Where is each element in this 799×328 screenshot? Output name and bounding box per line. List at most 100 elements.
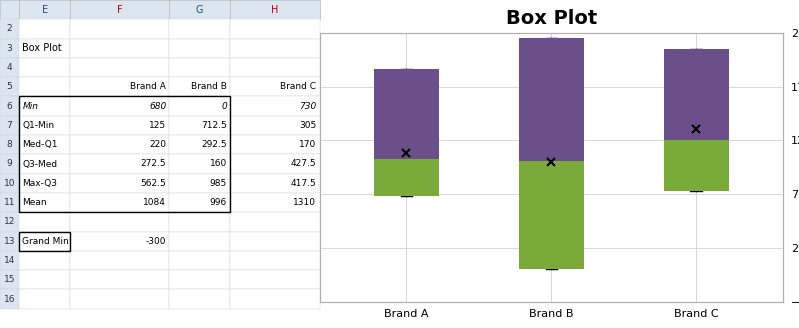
Bar (0, 174, 19, 193)
Text: F: F (117, 5, 123, 15)
Bar (663, 49, 729, 94)
Bar (0, 193, 19, 212)
Bar (230, 154, 320, 174)
Text: 15: 15 (4, 275, 15, 284)
Bar (169, 96, 230, 116)
Bar (0, 0, 19, 19)
Bar (70, 0, 169, 19)
Bar (230, 135, 320, 154)
Bar (230, 232, 320, 251)
Bar (230, 39, 320, 58)
Bar (70, 232, 169, 251)
Bar (0, 39, 19, 58)
Bar (230, 174, 320, 193)
Text: E: E (42, 5, 48, 15)
Bar (19, 39, 70, 58)
Bar (19, 135, 70, 154)
Bar (70, 212, 169, 232)
Bar (0, 289, 19, 309)
Bar (70, 116, 169, 135)
Text: Min: Min (22, 102, 38, 111)
Text: 12: 12 (4, 217, 15, 226)
Bar (169, 289, 230, 309)
Text: 6: 6 (6, 102, 13, 111)
Bar (0, 96, 19, 116)
Bar (19, 19, 70, 39)
Bar (0, 135, 19, 154)
Text: 680: 680 (149, 102, 166, 111)
Bar (230, 289, 320, 309)
Text: 11: 11 (4, 198, 15, 207)
Bar (230, 116, 320, 135)
Bar (230, 193, 320, 212)
Bar (169, 193, 230, 212)
Bar (19, 193, 70, 212)
Bar (169, 0, 230, 19)
Bar (230, 270, 320, 289)
Text: 170: 170 (299, 140, 316, 149)
Text: 3: 3 (6, 44, 13, 53)
Bar (230, 212, 320, 232)
Bar (19, 289, 70, 309)
Text: Q1-Min: Q1-Min (22, 121, 54, 130)
Bar (519, 144, 584, 161)
Bar (169, 154, 230, 174)
Bar (0, 58, 19, 77)
Bar (0, 77, 19, 96)
Bar (0, 270, 19, 289)
Text: Brand C: Brand C (280, 82, 316, 91)
Text: 7: 7 (6, 121, 13, 130)
Text: Q3-Med: Q3-Med (22, 159, 58, 169)
Bar (19, 77, 70, 96)
Bar (169, 232, 230, 251)
Bar (19, 232, 70, 251)
Text: 417.5: 417.5 (291, 179, 316, 188)
Text: 8: 8 (6, 140, 13, 149)
Text: 712.5: 712.5 (201, 121, 227, 130)
Bar (19, 232, 70, 251)
Bar (230, 0, 320, 19)
Bar (169, 39, 230, 58)
Text: 0: 0 (221, 102, 227, 111)
Bar (19, 212, 70, 232)
Bar (70, 77, 169, 96)
Bar (230, 58, 320, 77)
Bar (70, 251, 169, 270)
Bar (0, 154, 19, 174)
Bar (374, 183, 439, 196)
Text: 1310: 1310 (293, 198, 316, 207)
Bar (169, 270, 230, 289)
Text: 10: 10 (4, 179, 15, 188)
Bar (230, 19, 320, 39)
Bar (169, 58, 230, 77)
Bar (70, 19, 169, 39)
Bar (169, 135, 230, 154)
Bar (374, 130, 439, 159)
Text: 125: 125 (149, 121, 166, 130)
Bar (230, 77, 320, 96)
Bar (230, 251, 320, 270)
Bar (19, 96, 230, 212)
Bar (230, 96, 320, 116)
Bar (0, 116, 19, 135)
Bar (19, 116, 70, 135)
Bar (0, 251, 19, 270)
Text: 2: 2 (6, 25, 13, 33)
Bar (19, 270, 70, 289)
Text: 305: 305 (299, 121, 316, 130)
Bar (519, 193, 584, 270)
Bar (0, 19, 19, 39)
Bar (70, 270, 169, 289)
Bar (374, 159, 439, 183)
Bar (169, 251, 230, 270)
Text: 996: 996 (209, 198, 227, 207)
Text: 160: 160 (209, 159, 227, 169)
Text: 4: 4 (6, 63, 13, 72)
Bar (70, 96, 169, 116)
Bar (70, 174, 169, 193)
Text: Grand Min: Grand Min (22, 237, 70, 246)
Title: Box Plot: Box Plot (506, 10, 597, 29)
Bar (70, 154, 169, 174)
Bar (19, 96, 70, 116)
Text: 730: 730 (299, 102, 316, 111)
